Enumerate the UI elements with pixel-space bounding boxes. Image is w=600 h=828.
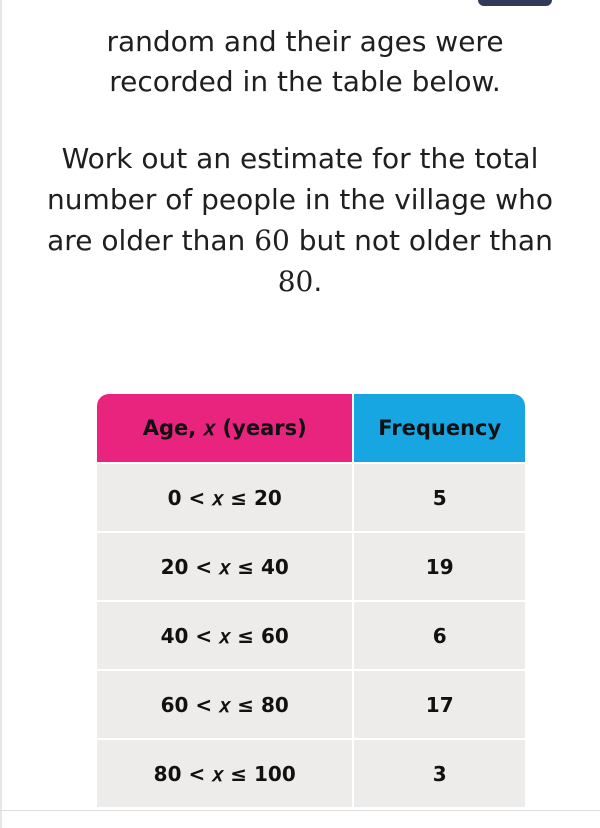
question-line-4: 80. bbox=[0, 261, 600, 302]
frequency-cell: 5 bbox=[353, 462, 525, 532]
frequency-cell: 19 bbox=[353, 531, 525, 601]
frequency-cell: 17 bbox=[353, 669, 525, 739]
question-line-4-suffix: . bbox=[313, 265, 323, 298]
table-row: 40 < 𝑥 ≤ 60 6 bbox=[97, 600, 525, 670]
frequency-table: Age, 𝑥 (years) Frequency 0 < 𝑥 ≤ 20 5 20… bbox=[97, 394, 525, 807]
age-cell: 60 < 𝑥 ≤ 80 bbox=[97, 669, 355, 739]
question-line-1: Work out an estimate for the total bbox=[61, 142, 539, 175]
age-column-header: Age, 𝑥 (years) bbox=[97, 394, 355, 463]
intro-line-1: random and their ages were bbox=[106, 25, 504, 58]
intro-line-2: recorded in the table below. bbox=[109, 65, 501, 98]
top-scroll-indicator bbox=[478, 0, 552, 6]
table-row: 80 < 𝑥 ≤ 100 3 bbox=[97, 738, 525, 807]
question-line-2: number of people in the village who bbox=[47, 183, 553, 216]
left-divider bbox=[0, 0, 2, 828]
age-cell: 20 < 𝑥 ≤ 40 bbox=[97, 531, 355, 601]
age-cell: 40 < 𝑥 ≤ 60 bbox=[97, 600, 355, 670]
age-cell: 0 < 𝑥 ≤ 20 bbox=[97, 462, 355, 532]
question-line-3: are older than 60 but not older than bbox=[0, 220, 600, 261]
frequency-cell: 3 bbox=[353, 738, 525, 807]
table-header-row: Age, 𝑥 (years) Frequency bbox=[97, 394, 525, 463]
question-value-80: 80 bbox=[277, 265, 314, 298]
question-text: Work out an estimate for the total numbe… bbox=[0, 138, 600, 302]
question-value-60: 60 bbox=[254, 224, 290, 257]
question-line-3-suffix: but not older than bbox=[289, 224, 553, 257]
frequency-column-header: Frequency bbox=[353, 394, 525, 463]
bottom-divider bbox=[0, 810, 600, 811]
table-row: 60 < 𝑥 ≤ 80 17 bbox=[97, 669, 525, 739]
intro-text: random and their ages were recorded in t… bbox=[40, 22, 570, 102]
table-row: 20 < 𝑥 ≤ 40 19 bbox=[97, 531, 525, 601]
age-cell: 80 < 𝑥 ≤ 100 bbox=[97, 738, 355, 807]
question-line-3-prefix: are older than bbox=[47, 224, 255, 257]
table-row: 0 < 𝑥 ≤ 20 5 bbox=[97, 462, 525, 532]
frequency-cell: 6 bbox=[353, 600, 525, 670]
